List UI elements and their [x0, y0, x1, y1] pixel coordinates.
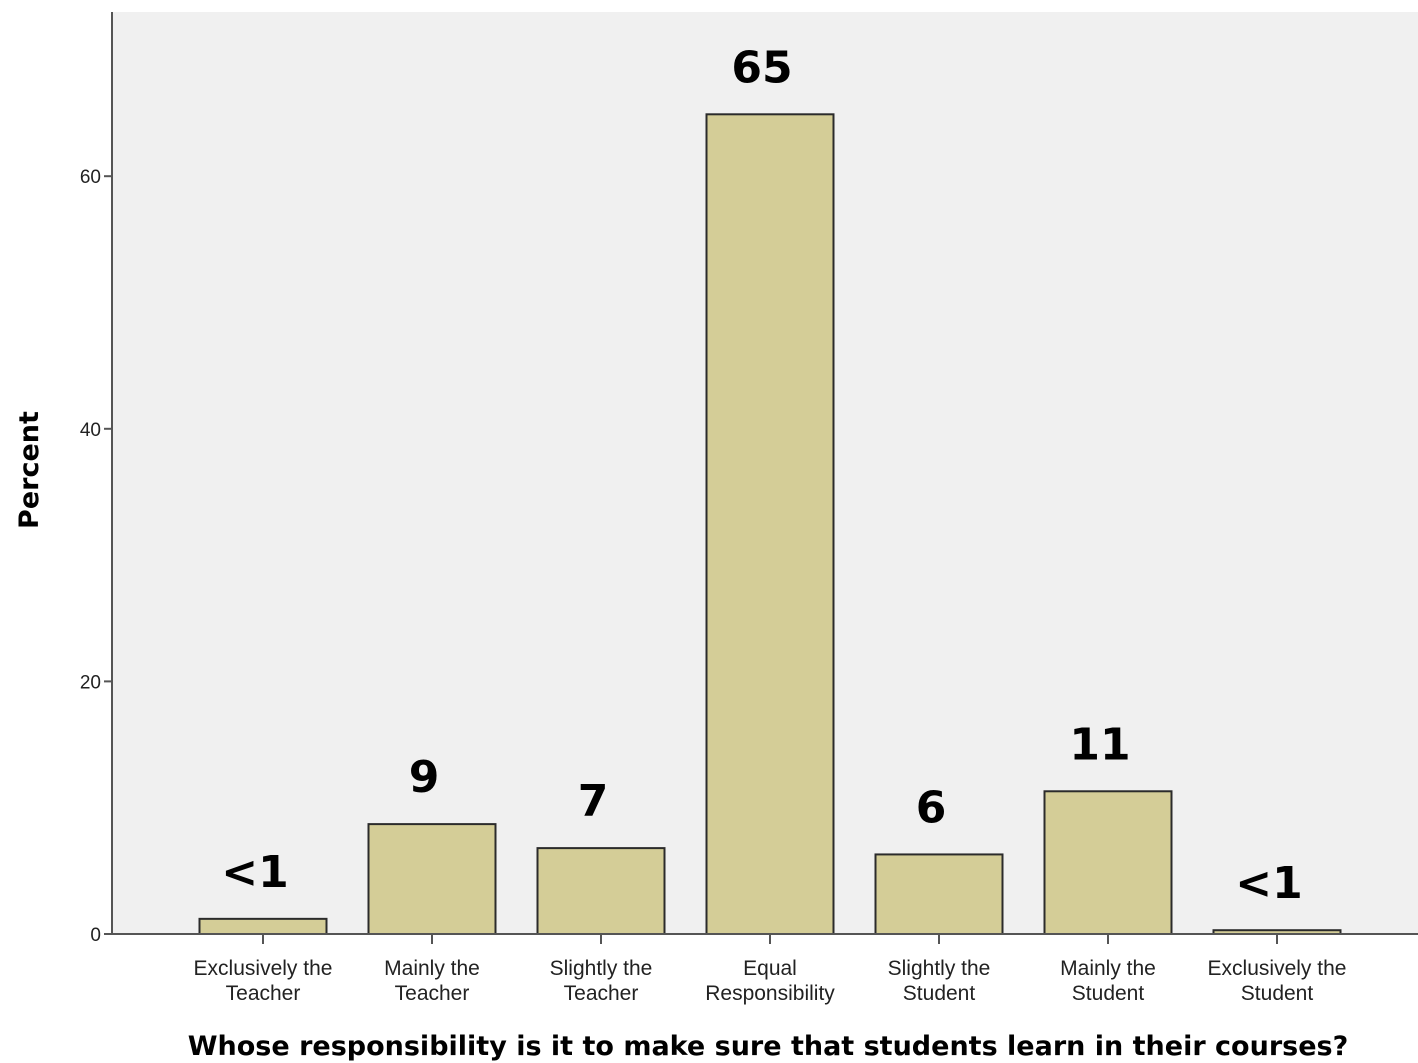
- x-axis-title: Whose responsibility is it to make sure …: [188, 1031, 1349, 1062]
- y-tick-label-3: 60: [80, 167, 101, 188]
- category-label-5: Mainly the Student: [1060, 957, 1156, 1005]
- data-label-2: 7: [578, 776, 609, 827]
- y-tick-label-1: 20: [80, 672, 101, 693]
- x-ticks-group: Exclusively the Teacher Mainly the Teacher S…: [194, 934, 1347, 1005]
- data-label-4: 6: [916, 782, 947, 833]
- bar-4: [874, 853, 1004, 935]
- data-label-1: 9: [409, 752, 440, 803]
- data-label-3: 65: [731, 42, 792, 93]
- y-tick-label-0: 0: [90, 925, 101, 946]
- data-label-5: 11: [1069, 719, 1130, 770]
- y-axis-title: Percent: [14, 411, 45, 529]
- category-label-6: Exclusively the Student: [1208, 957, 1347, 1005]
- data-labels-group: <1 9 7 65 6 11 <1: [221, 42, 1302, 909]
- data-label-0: <1: [221, 847, 288, 898]
- bar-1: [367, 823, 497, 935]
- bar-5: [1043, 790, 1173, 936]
- category-label-4: Slightly the Student: [888, 957, 991, 1005]
- category-label-1: Mainly the Teacher: [384, 957, 480, 1005]
- category-label-3: Equal Responsibility: [705, 957, 835, 1005]
- category-label-2: Slightly the Teacher: [550, 957, 653, 1005]
- bars-group: [198, 113, 1342, 936]
- data-label-6: <1: [1235, 858, 1302, 909]
- category-label-0: Exclusively the Teacher: [194, 957, 333, 1005]
- bar-3: [705, 113, 835, 935]
- bar-2: [536, 847, 666, 935]
- y-tick-label-2: 40: [80, 420, 101, 441]
- y-ticks-group: 0 20 40 60: [80, 167, 112, 946]
- bar-0: [198, 917, 328, 935]
